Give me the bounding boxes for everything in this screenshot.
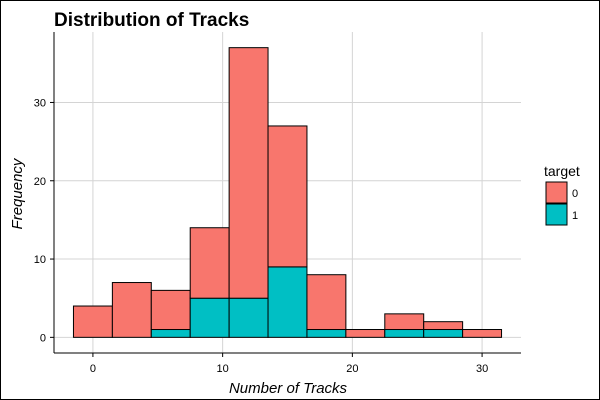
legend-label-0: 0 — [572, 188, 578, 200]
x-axis-label: Number of Tracks — [229, 380, 348, 397]
legend-swatch-0 — [545, 181, 568, 204]
bar-series-0 — [462, 329, 503, 338]
bar-series-1 — [228, 297, 269, 338]
y-tick-label: 30 — [34, 97, 46, 109]
x-tick-label: 30 — [476, 363, 488, 375]
x-ticks: 0 10 20 30 — [90, 353, 488, 375]
legend-title: target — [544, 163, 580, 179]
bar-series-1 — [150, 329, 191, 338]
bar-series-0 — [423, 321, 464, 331]
x-tick-label: 0 — [90, 363, 96, 375]
chart-title: Distribution of Tracks — [54, 10, 249, 31]
x-tick-label: 20 — [346, 363, 358, 375]
legend-items: 01 — [545, 181, 578, 226]
bars — [72, 47, 503, 338]
bar-series-0 — [306, 274, 347, 331]
legend-label-1: 1 — [572, 210, 578, 222]
y-tick-label: 10 — [34, 254, 46, 266]
bar-series-1 — [384, 329, 425, 338]
legend: target 01 — [544, 163, 580, 226]
bar-series-1 — [189, 297, 230, 338]
bar-series-0 — [189, 227, 230, 299]
bar-series-0 — [267, 125, 308, 268]
bar-series-0 — [345, 329, 386, 338]
y-ticks: 0 10 20 30 — [34, 97, 54, 344]
bar-series-0 — [228, 47, 269, 299]
y-axis-label: Frequency — [9, 157, 26, 229]
bar-series-1 — [267, 266, 308, 338]
bar-series-0 — [150, 289, 191, 331]
axes — [53, 32, 521, 354]
bar-series-0 — [384, 313, 425, 331]
x-tick-label: 10 — [217, 363, 229, 375]
y-tick-label: 0 — [40, 332, 46, 344]
bar-series-1 — [306, 329, 347, 338]
bar-series-0 — [72, 305, 113, 338]
y-tick-label: 20 — [34, 176, 46, 188]
bar-series-0 — [111, 282, 152, 338]
bar-series-1 — [423, 329, 464, 338]
legend-swatch-1 — [545, 203, 568, 226]
